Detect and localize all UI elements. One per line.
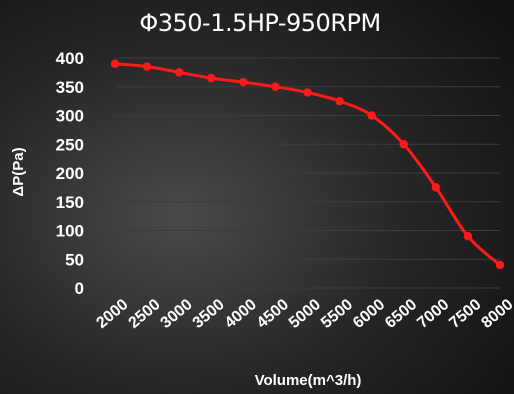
data-point-4000	[239, 77, 248, 87]
data-point-2000	[110, 59, 120, 68]
data-point-5000	[303, 88, 312, 97]
data-point-3500	[207, 73, 216, 83]
y-tick-label: 350	[56, 78, 84, 97]
data-point-6000	[367, 111, 376, 120]
y-tick-label: 100	[56, 222, 84, 241]
data-point-8000	[495, 260, 505, 270]
y-tick-labels: 0 50 100 150 200 250 300 350 400	[56, 49, 84, 298]
data-points	[110, 59, 505, 270]
y-tick-label: 300	[56, 107, 84, 126]
data-point-5500	[335, 96, 344, 106]
x-axis-title: Volume(m^3/h)	[255, 372, 362, 389]
y-tick-label: 150	[56, 193, 84, 212]
chart-title: Φ350-1.5HP-950RPM	[139, 9, 380, 37]
y-tick-label: 50	[65, 250, 84, 269]
data-point-3000	[174, 68, 184, 77]
y-tick-label: 200	[56, 164, 84, 183]
y-tick-label: 400	[56, 49, 84, 68]
data-point-7500	[463, 232, 473, 241]
y-tick-label: 0	[75, 279, 84, 298]
data-point-7000	[431, 183, 441, 192]
y-tick-label: 250	[56, 135, 84, 154]
grid-layer	[115, 57, 500, 289]
y-axis-title: ΔP(Pa)	[10, 147, 27, 196]
data-point-6500	[399, 140, 408, 149]
data-point-4500	[271, 82, 280, 91]
data-point-2500	[142, 62, 152, 71]
